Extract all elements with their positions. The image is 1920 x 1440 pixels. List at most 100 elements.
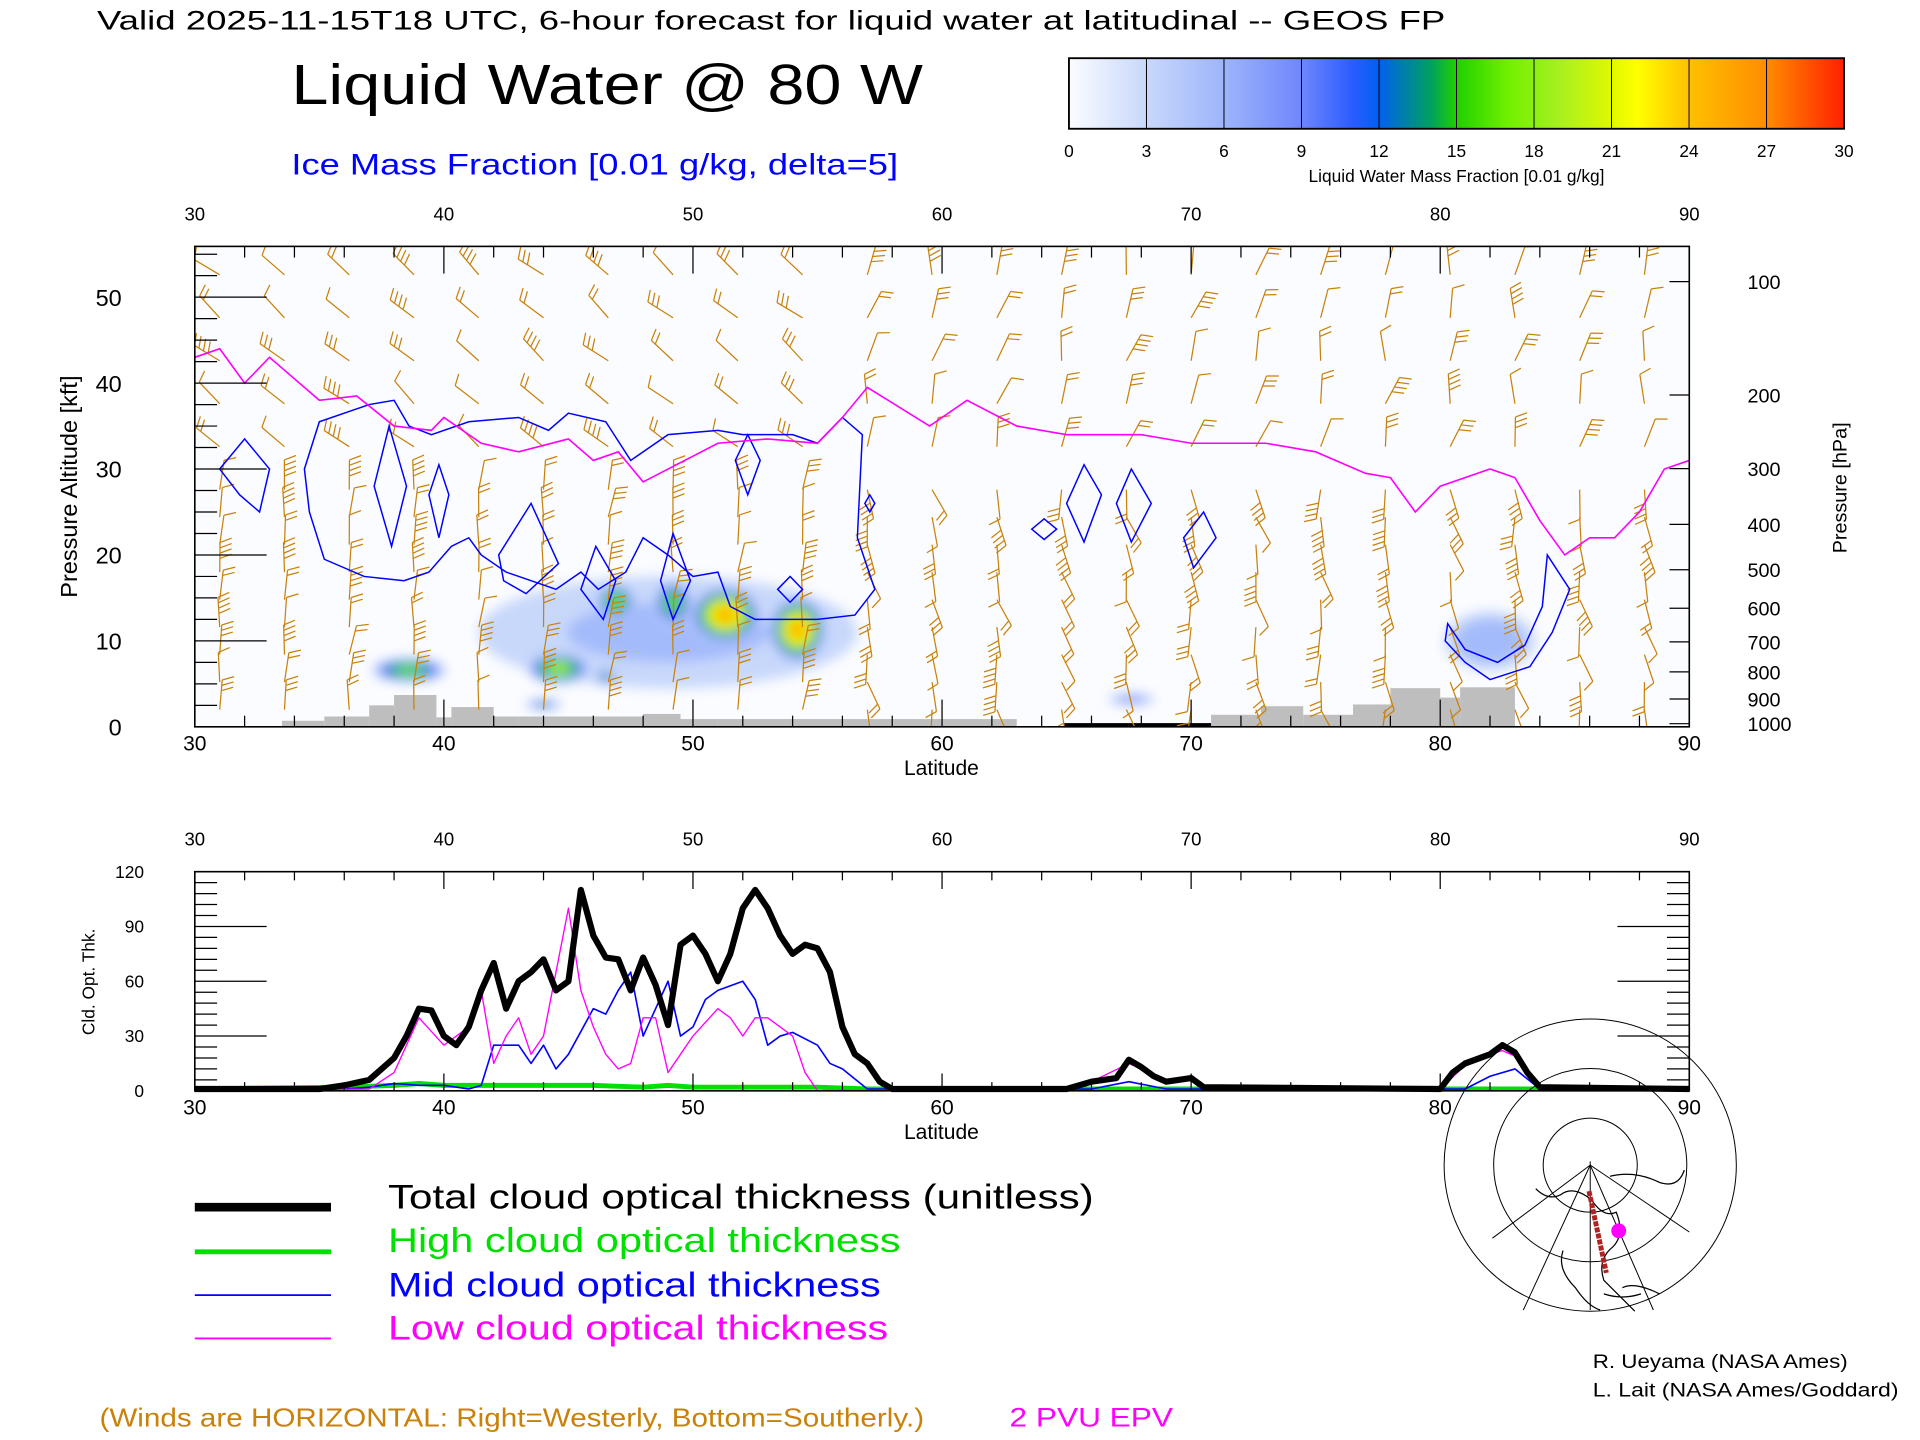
- wind-barb: [866, 332, 890, 361]
- wind-barb-feather: [1063, 289, 1076, 295]
- wind-barb-feather: [221, 686, 234, 692]
- wind-barb-staff: [996, 572, 1001, 602]
- wind-barb-feather: [1585, 433, 1598, 436]
- wind-barb-staff: [1514, 681, 1530, 709]
- wind-barb-feather: [1312, 546, 1325, 553]
- wind-barb-feather: [1642, 545, 1653, 554]
- terrain-bar: [518, 716, 644, 727]
- wind-barb: [1061, 571, 1076, 609]
- bottom-x-axis-label: Latitude: [904, 1121, 979, 1144]
- wind-barb: [1509, 367, 1522, 404]
- wind-barb-feather: [983, 700, 996, 706]
- wind-barb-feather: [282, 487, 295, 494]
- wind-barb-feather: [1183, 546, 1196, 553]
- wind-barb: [1121, 544, 1135, 582]
- wind-barb-feather: [221, 681, 234, 686]
- wind-barb-feather: [1578, 616, 1589, 627]
- wind-barb-feather: [1503, 628, 1516, 635]
- wind-barb-feather: [1066, 377, 1079, 381]
- wind-barb-staff: [672, 652, 679, 683]
- terrain-bar: [1460, 687, 1515, 727]
- wind-barb-feather: [1055, 739, 1066, 745]
- wind-barb-feather: [649, 416, 654, 429]
- terrain-bar: [281, 720, 325, 727]
- wind-barb-feather: [1182, 540, 1195, 548]
- wind-barb-feather: [997, 423, 1010, 429]
- wind-barb-staff: [1320, 599, 1323, 630]
- wind-barb-staff: [996, 709, 1005, 727]
- wind-barb-feather: [998, 412, 1011, 418]
- wind-barb-feather: [543, 597, 556, 604]
- wind-barb-feather: [992, 534, 1004, 544]
- colorbar-tick-label: 27: [1757, 141, 1776, 161]
- wind-barb-feather: [805, 539, 819, 544]
- wind-barb: [1578, 709, 1581, 727]
- wind-barb: [1446, 246, 1460, 275]
- terrain-bar: [1390, 688, 1441, 727]
- wind-barb: [1384, 376, 1412, 405]
- wind-barb: [924, 572, 937, 608]
- wind-barb-feather: [1382, 704, 1394, 714]
- liquid-water-field: [371, 576, 1536, 709]
- wind-barb: [1114, 572, 1127, 607]
- wind-barb-feather: [1634, 518, 1647, 525]
- wind-barb-feather: [1266, 252, 1280, 255]
- wind-barb: [859, 627, 873, 664]
- wind-barb-feather: [352, 654, 366, 659]
- wind-barb-feather: [801, 575, 814, 582]
- wind-barb-feather: [198, 370, 206, 383]
- wind-barb-staff: [198, 381, 221, 405]
- wind-barb-feather: [219, 537, 232, 544]
- wind-barb: [801, 678, 822, 710]
- wind-barb-feather: [807, 628, 820, 632]
- wind-barb-feather: [1569, 705, 1582, 713]
- wind-barb-feather: [1305, 678, 1318, 683]
- wind-barb: [394, 369, 415, 405]
- wind-barb-feather: [1184, 584, 1195, 594]
- wind-barb-feather: [801, 569, 814, 576]
- wind-barb-feather: [328, 334, 333, 347]
- wind-barb: [348, 623, 369, 655]
- wind-barb: [1449, 284, 1465, 318]
- wind-barb-feather: [1391, 391, 1405, 394]
- wind-barb: [1449, 516, 1464, 554]
- wind-barb-feather: [522, 249, 526, 263]
- wind-barb-feather: [987, 640, 999, 648]
- wind-barb: [987, 627, 1002, 663]
- wind-barb-feather: [988, 518, 1001, 526]
- wind-barb-feather: [1457, 329, 1470, 333]
- wind-barb: [858, 599, 871, 636]
- wind-barb-staff: [1643, 654, 1655, 684]
- wind-barb-staff: [541, 542, 545, 573]
- wind-barb-feather: [1251, 507, 1263, 516]
- wind-barb-feather: [476, 514, 489, 521]
- wind-barb-feather: [1515, 417, 1528, 423]
- top-y-tick-label: 30: [96, 457, 122, 483]
- pressure-tick-label: 700: [1747, 632, 1780, 654]
- wind-barb-feather: [526, 252, 531, 265]
- wind-barb-staff: [1253, 627, 1257, 657]
- wind-barb: [1305, 627, 1322, 661]
- wind-barb-feather: [1503, 612, 1516, 619]
- wind-barb-feather: [221, 626, 234, 631]
- wind-barb-feather: [677, 676, 690, 681]
- wind-barb-staff: [1190, 374, 1200, 404]
- wind-barb-feather: [349, 465, 362, 472]
- wind-barb-feather: [1138, 424, 1151, 428]
- wind-barb-feather: [1328, 725, 1331, 727]
- wind-barb: [1579, 369, 1594, 404]
- wind-barb-feather: [1454, 570, 1465, 581]
- bottom-x-tick-label-lower: 30: [183, 1096, 206, 1119]
- wind-barb-feather: [1439, 601, 1452, 608]
- wind-barb-feather: [1121, 567, 1133, 576]
- wind-barb: [1255, 247, 1282, 276]
- wind-barb-feather: [542, 509, 555, 516]
- wind-barb-feather: [994, 539, 1005, 549]
- wind-barb-feather: [412, 552, 425, 560]
- wind-barb-staff: [1643, 572, 1649, 602]
- wind-barb-feather: [287, 566, 300, 571]
- wind-barb-feather: [860, 655, 873, 664]
- wind-barb-feather: [546, 632, 559, 637]
- wind-barb-feather: [454, 373, 460, 386]
- wind-barb-feather: [860, 507, 872, 516]
